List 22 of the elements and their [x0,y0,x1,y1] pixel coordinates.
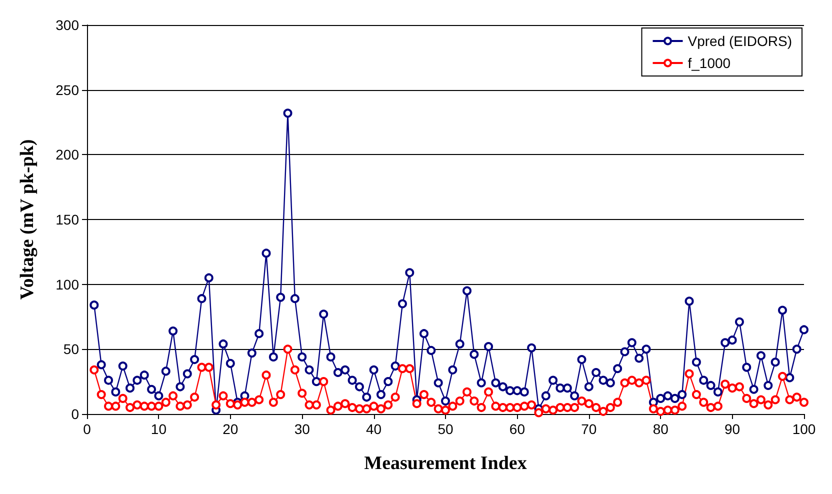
y-tick-label: 300 [56,17,80,33]
legend-label: Vpred (EIDORS) [688,33,792,49]
x-tick-label: 0 [83,421,92,437]
x-tick-label: 20 [222,421,238,437]
x-axis-title: Measurement Index [364,453,528,474]
x-tick-label: 90 [724,421,740,437]
x-tick-label: 50 [438,421,454,437]
x-tick-label: 100 [792,421,816,437]
y-axis-title: Voltage (mV pk-pk) [17,139,38,300]
y-tick-label: 250 [56,82,80,98]
x-tick-label: 40 [366,421,382,437]
x-tick-label: 60 [509,421,526,437]
x-tick-label: 70 [581,421,597,437]
y-tick-label: 150 [56,212,80,228]
x-tick-label: 30 [294,421,310,437]
y-tick-label: 100 [56,276,80,292]
x-tick-label: 80 [652,421,669,437]
legend-label: f_1000 [688,55,731,71]
y-tick-label: 50 [63,341,80,358]
x-tick-label: 10 [150,421,167,437]
y-tick-label: 0 [71,406,80,422]
y-tick-label: 200 [56,146,80,163]
